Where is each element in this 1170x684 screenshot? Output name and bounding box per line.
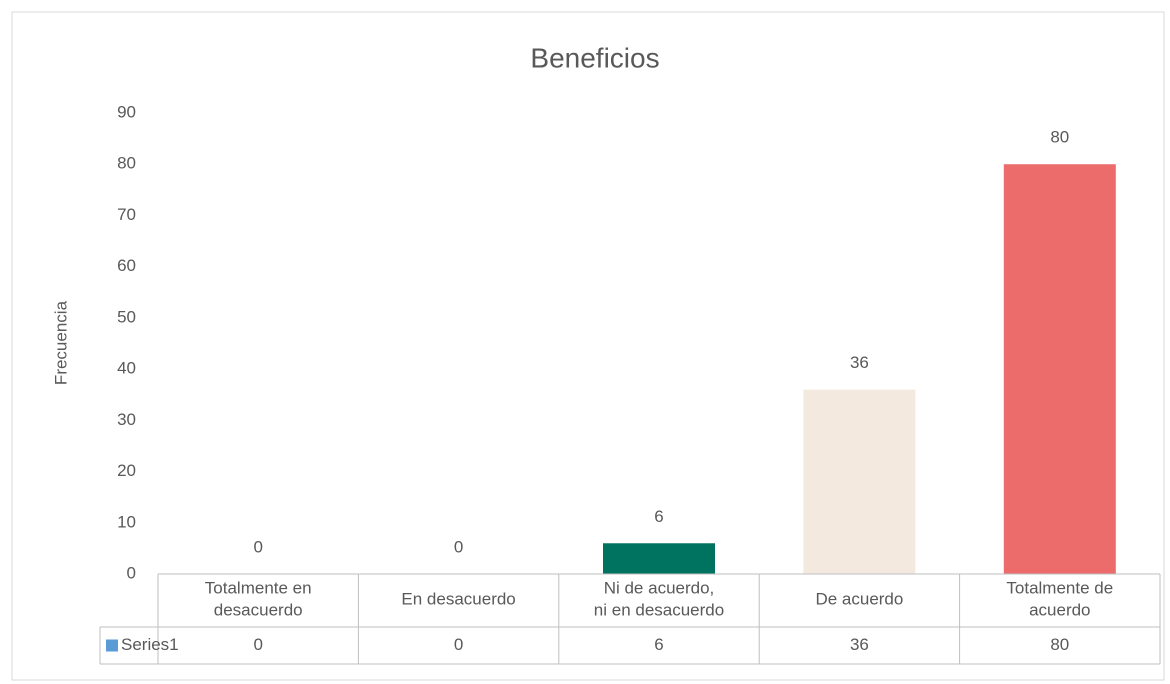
y-tick-label: 40 (117, 359, 136, 378)
bar (803, 389, 916, 574)
y-axis-label: Frecuencia (51, 300, 70, 385)
y-tick-label: 10 (117, 512, 136, 531)
y-tick-label: 20 (117, 461, 136, 480)
legend-swatch (106, 639, 118, 652)
data-label: 6 (654, 507, 663, 526)
y-tick-label: 70 (117, 205, 136, 224)
chart-title: Beneficios (530, 42, 659, 73)
table-value: 36 (850, 635, 869, 654)
data-label: 0 (253, 537, 262, 556)
y-tick-label: 50 (117, 307, 136, 326)
y-tick-label: 90 (117, 102, 136, 121)
bar (1003, 164, 1116, 574)
x-tick-label: Ni de acuerdo, ni en desacuerdo (594, 579, 724, 620)
table-value: 6 (654, 635, 663, 654)
x-tick-label: De acuerdo (815, 590, 903, 609)
bar (603, 543, 715, 574)
table-value: 0 (454, 635, 463, 654)
data-label: 80 (1050, 128, 1069, 147)
table-value: 0 (253, 635, 262, 654)
data-label: 0 (454, 537, 463, 556)
y-tick-label: 30 (117, 410, 136, 429)
y-tick-label: 0 (127, 563, 136, 582)
y-tick-label: 80 (117, 154, 136, 173)
x-tick-label: En desacuerdo (401, 590, 515, 609)
legend-label: Series1 (121, 635, 179, 654)
chart-border (11, 11, 1165, 681)
table-value: 80 (1050, 635, 1069, 654)
y-tick-label: 60 (117, 256, 136, 275)
data-label: 36 (850, 353, 869, 372)
x-tick-label: Totalmente en desacuerdo (205, 579, 312, 620)
x-tick-label: Totalmente de acuerdo (1006, 579, 1113, 620)
